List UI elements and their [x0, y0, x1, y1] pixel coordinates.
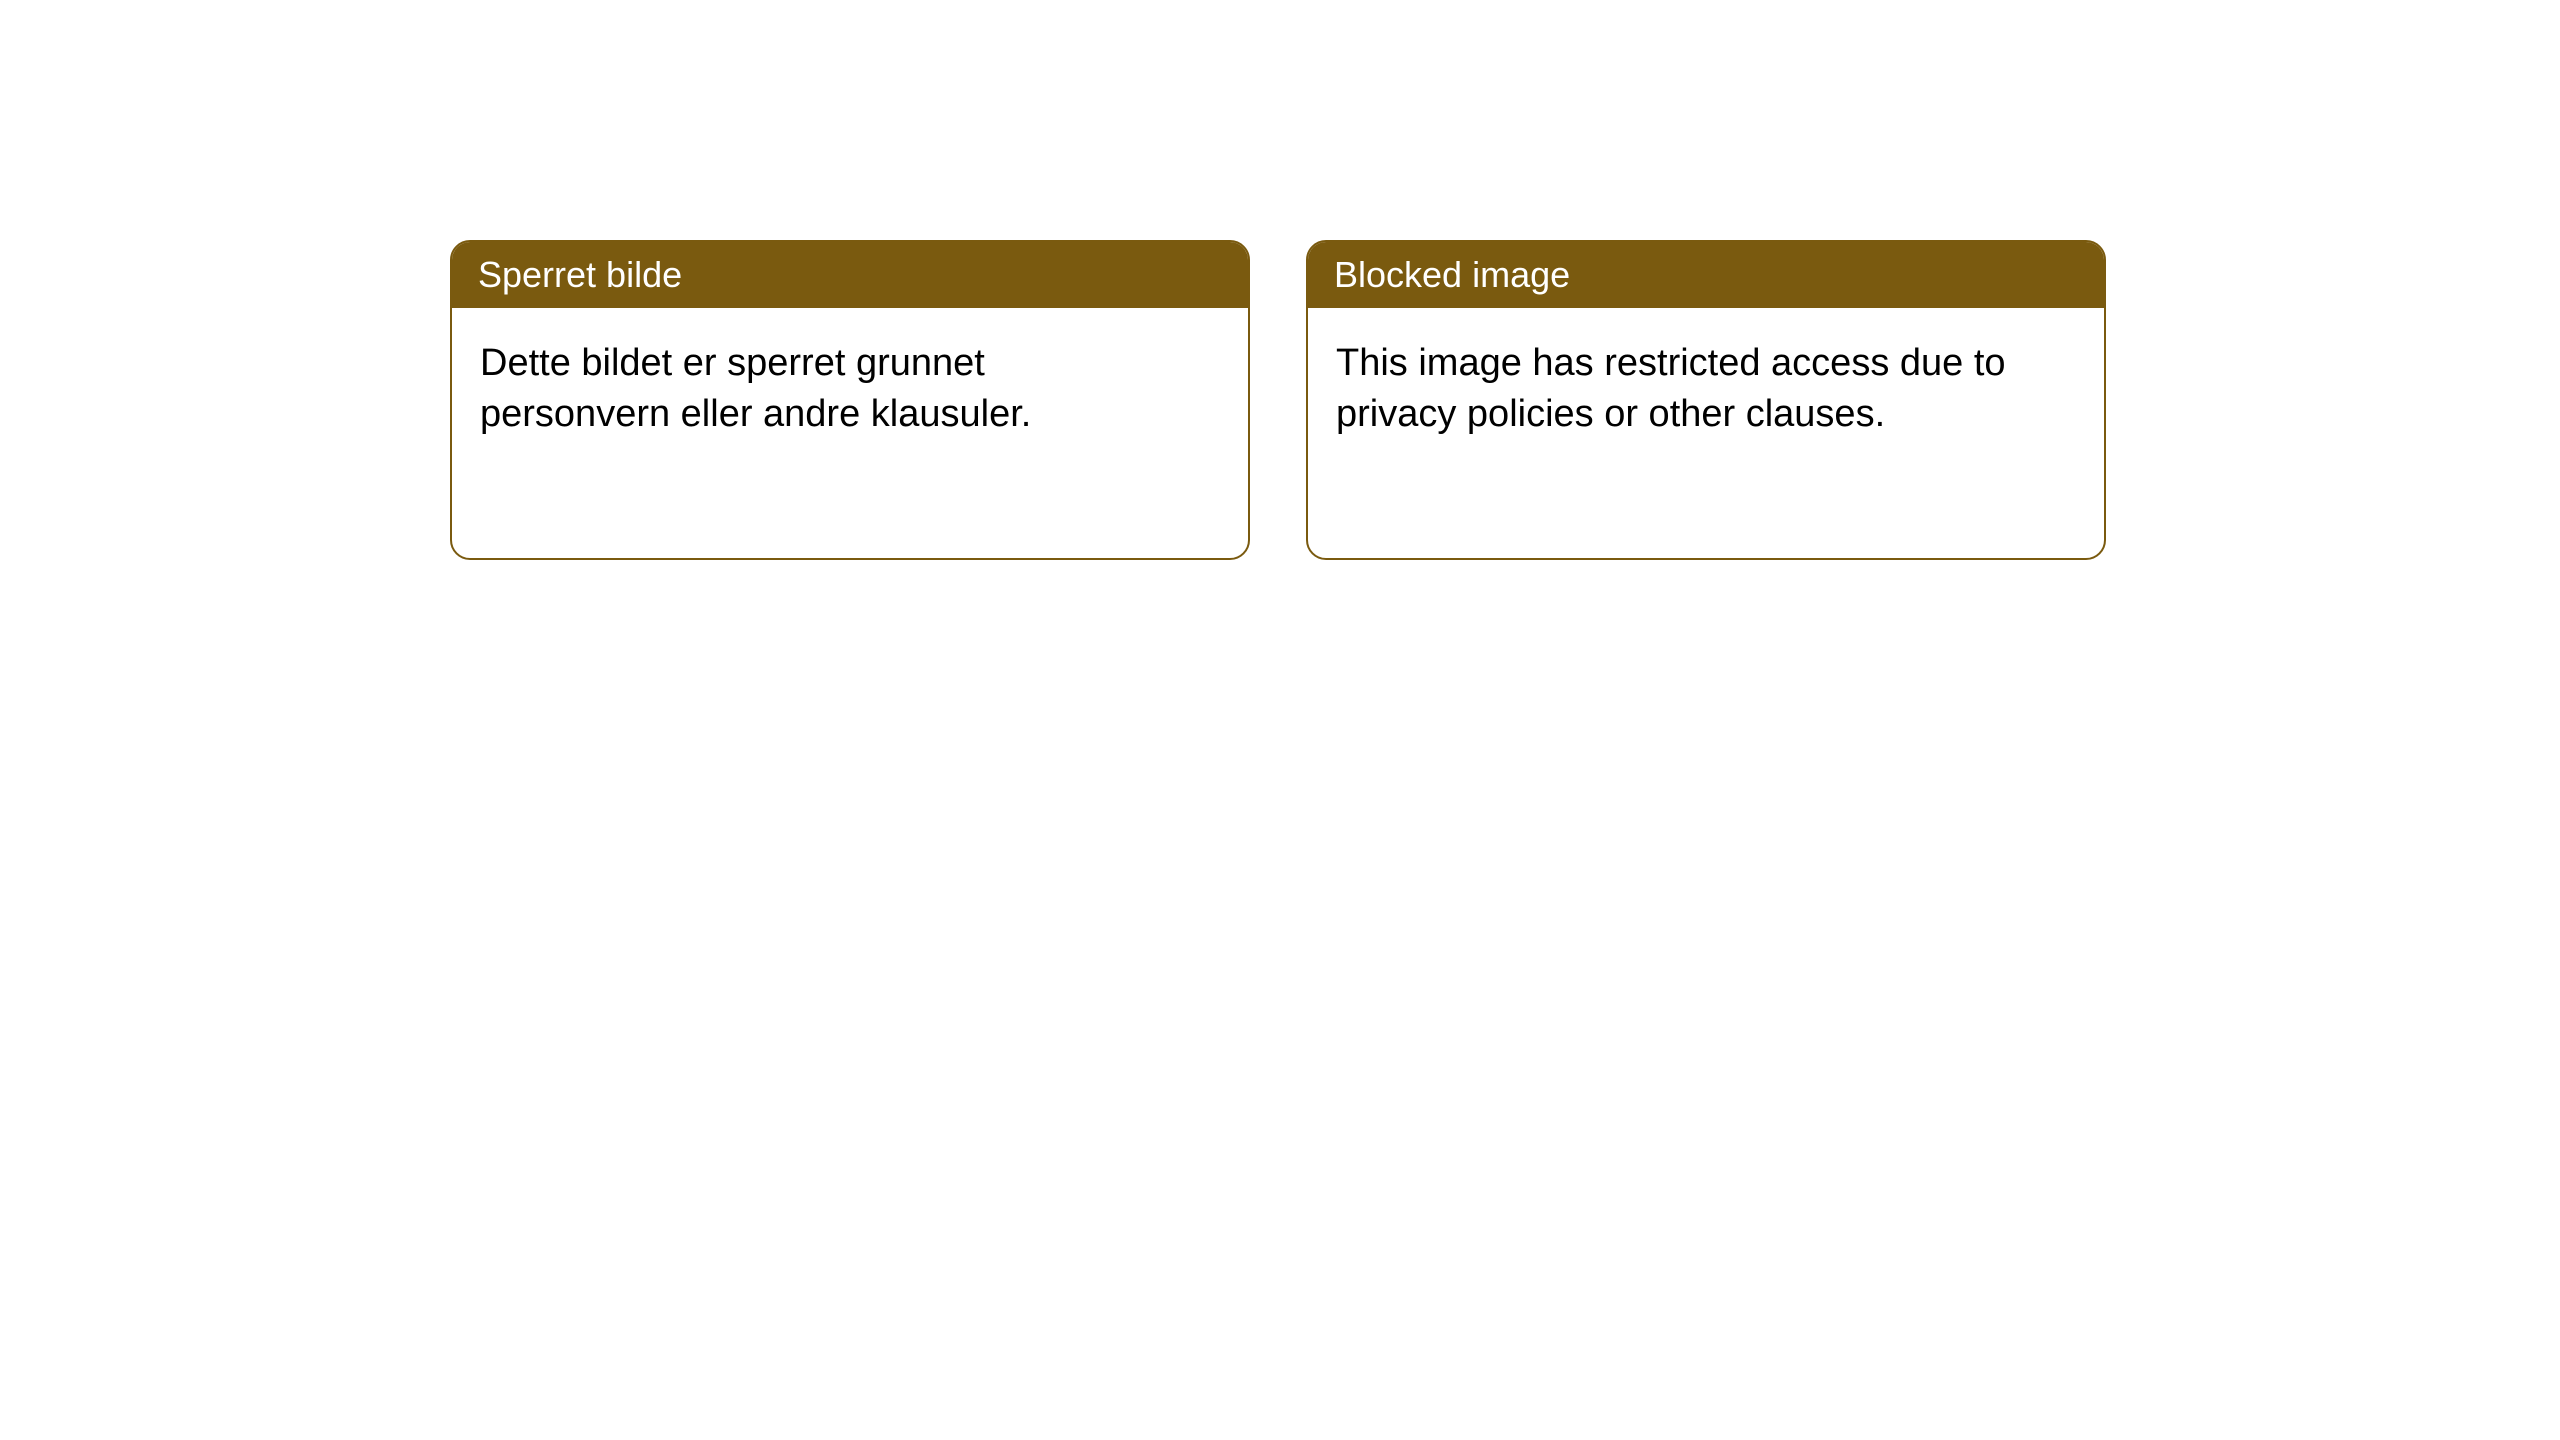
notice-card-english: Blocked image This image has restricted … [1306, 240, 2106, 560]
notice-card-norwegian: Sperret bilde Dette bildet er sperret gr… [450, 240, 1250, 560]
notice-body: Dette bildet er sperret grunnet personve… [452, 308, 1248, 558]
notice-header: Blocked image [1308, 242, 2104, 308]
notice-body: This image has restricted access due to … [1308, 308, 2104, 558]
notice-title: Blocked image [1334, 254, 1570, 295]
notice-text: Dette bildet er sperret grunnet personve… [480, 338, 1180, 441]
notice-title: Sperret bilde [478, 254, 682, 295]
notice-container: Sperret bilde Dette bildet er sperret gr… [450, 240, 2106, 560]
notice-header: Sperret bilde [452, 242, 1248, 308]
notice-text: This image has restricted access due to … [1336, 338, 2036, 441]
